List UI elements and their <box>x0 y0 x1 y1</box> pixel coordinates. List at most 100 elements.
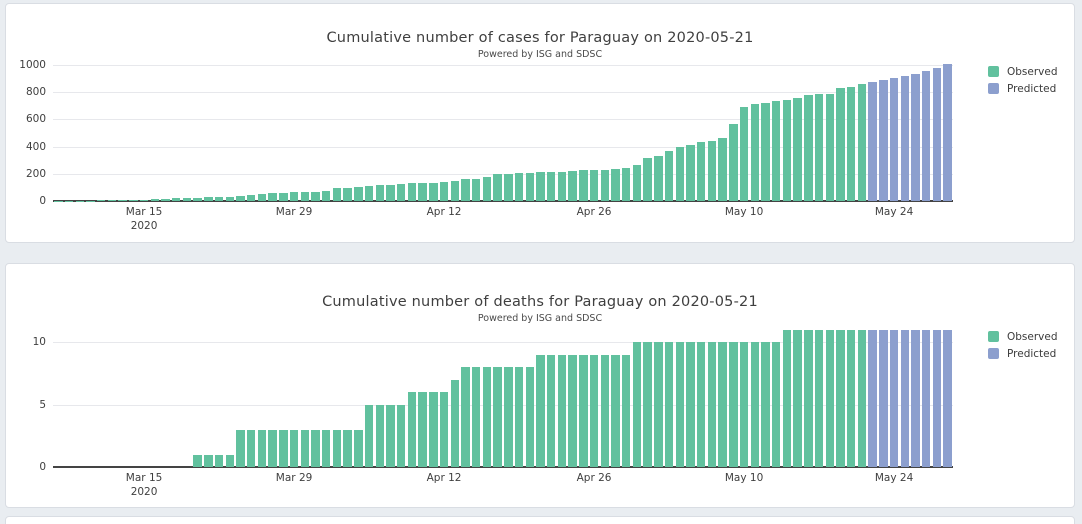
observed-bar[interactable] <box>375 185 385 201</box>
observed-bar[interactable] <box>482 367 492 467</box>
observed-bar[interactable] <box>696 342 706 467</box>
legend-item-observed[interactable]: Observed <box>988 63 1080 80</box>
observed-bar[interactable] <box>450 379 460 467</box>
observed-bar[interactable] <box>321 429 331 467</box>
observed-bar[interactable] <box>214 454 224 467</box>
observed-bar[interactable] <box>289 429 299 467</box>
observed-bar[interactable] <box>418 182 427 201</box>
observed-bar[interactable] <box>739 342 749 467</box>
observed-bar[interactable] <box>718 138 727 201</box>
observed-bar[interactable] <box>654 342 663 467</box>
observed-bar[interactable] <box>450 181 460 201</box>
observed-bar[interactable] <box>332 429 342 467</box>
observed-bar[interactable] <box>857 83 867 201</box>
observed-bar[interactable] <box>225 454 235 467</box>
predicted-bar[interactable] <box>879 329 888 467</box>
observed-bar[interactable] <box>568 354 577 467</box>
observed-bar[interactable] <box>439 392 449 467</box>
observed-bar[interactable] <box>214 197 224 201</box>
observed-bar[interactable] <box>675 147 685 201</box>
observed-bar[interactable] <box>750 104 760 201</box>
observed-bar[interactable] <box>418 392 427 467</box>
predicted-bar[interactable] <box>932 329 942 467</box>
observed-bar[interactable] <box>611 169 620 201</box>
predicted-bar[interactable] <box>868 329 877 467</box>
observed-bar[interactable] <box>857 329 867 467</box>
observed-bar[interactable] <box>407 392 417 467</box>
observed-bar[interactable] <box>364 404 374 467</box>
observed-bar[interactable] <box>268 429 277 467</box>
predicted-bar[interactable] <box>943 63 952 201</box>
predicted-bar[interactable] <box>900 76 910 201</box>
observed-bar[interactable] <box>493 367 502 467</box>
observed-bar[interactable] <box>364 185 374 201</box>
observed-bar[interactable] <box>761 342 770 467</box>
observed-bar[interactable] <box>739 107 749 201</box>
observed-bar[interactable] <box>257 193 267 201</box>
observed-bar[interactable] <box>675 342 685 467</box>
observed-bar[interactable] <box>761 102 770 201</box>
observed-bar[interactable] <box>514 172 524 201</box>
observed-bar[interactable] <box>846 329 856 467</box>
observed-bar[interactable] <box>193 454 202 467</box>
observed-bar[interactable] <box>386 404 395 467</box>
observed-bar[interactable] <box>396 404 406 467</box>
observed-bar[interactable] <box>621 354 631 467</box>
observed-bar[interactable] <box>386 184 395 201</box>
observed-bar[interactable] <box>729 124 738 201</box>
observed-bar[interactable] <box>504 367 513 467</box>
observed-bar[interactable] <box>632 342 642 467</box>
observed-bar[interactable] <box>771 342 781 467</box>
observed-bar[interactable] <box>407 183 417 201</box>
predicted-bar[interactable] <box>889 78 899 201</box>
observed-bar[interactable] <box>279 429 288 467</box>
observed-bar[interactable] <box>204 454 213 467</box>
observed-bar[interactable] <box>332 188 342 201</box>
observed-bar[interactable] <box>471 179 481 201</box>
observed-bar[interactable] <box>804 329 813 467</box>
observed-bar[interactable] <box>139 199 149 201</box>
observed-bar[interactable] <box>311 192 320 201</box>
observed-bar[interactable] <box>257 429 267 467</box>
observed-bar[interactable] <box>632 164 642 201</box>
observed-bar[interactable] <box>396 184 406 201</box>
observed-bar[interactable] <box>375 404 385 467</box>
observed-bar[interactable] <box>707 141 717 201</box>
predicted-bar[interactable] <box>868 82 877 201</box>
observed-bar[interactable] <box>504 173 513 201</box>
observed-bar[interactable] <box>814 94 824 201</box>
observed-bar[interactable] <box>546 172 556 201</box>
observed-bar[interactable] <box>461 367 470 467</box>
observed-bar[interactable] <box>536 354 545 467</box>
observed-bar[interactable] <box>664 150 674 201</box>
observed-bar[interactable] <box>429 392 438 467</box>
observed-bar[interactable] <box>621 168 631 201</box>
deaths-plot-area[interactable] <box>53 324 953 468</box>
observed-bar[interactable] <box>343 187 352 201</box>
observed-bar[interactable] <box>354 429 363 467</box>
observed-bar[interactable] <box>814 329 824 467</box>
observed-bar[interactable] <box>150 199 160 201</box>
observed-bar[interactable] <box>664 342 674 467</box>
observed-bar[interactable] <box>300 192 310 201</box>
observed-bar[interactable] <box>686 342 695 467</box>
observed-bar[interactable] <box>429 182 438 201</box>
predicted-bar[interactable] <box>943 329 952 467</box>
observed-bar[interactable] <box>225 197 235 201</box>
observed-bar[interactable] <box>600 354 610 467</box>
observed-bar[interactable] <box>750 342 760 467</box>
observed-bar[interactable] <box>289 192 299 201</box>
observed-bar[interactable] <box>268 193 277 201</box>
observed-bar[interactable] <box>321 190 331 201</box>
observed-bar[interactable] <box>300 429 310 467</box>
observed-bar[interactable] <box>471 367 481 467</box>
cases-plot-area[interactable] <box>53 62 953 202</box>
predicted-bar[interactable] <box>879 80 888 201</box>
observed-bar[interactable] <box>246 429 256 467</box>
observed-bar[interactable] <box>825 329 835 467</box>
predicted-bar[interactable] <box>889 329 899 467</box>
observed-bar[interactable] <box>514 367 524 467</box>
observed-bar[interactable] <box>171 198 181 201</box>
observed-bar[interactable] <box>846 87 856 201</box>
observed-bar[interactable] <box>204 197 213 201</box>
